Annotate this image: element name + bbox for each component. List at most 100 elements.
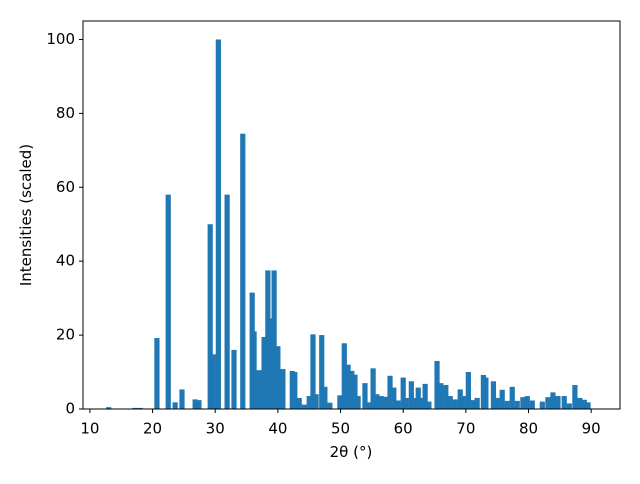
bar [504,400,510,409]
bar [408,381,414,409]
bar [319,335,325,409]
bar [561,396,567,409]
bar [362,383,368,409]
y-tick-label: 60 [56,178,75,196]
bar [132,407,138,409]
bar [137,407,143,409]
bar [367,402,373,409]
bar [179,389,185,409]
bar [261,336,267,409]
bar [275,346,281,409]
bar [494,397,500,409]
y-tick-label: 100 [46,30,75,48]
x-tick-label: 20 [143,420,162,438]
y-axis-label: Intensities (scaled) [17,144,35,286]
bar [106,407,112,409]
bar [415,387,421,409]
bar [581,399,587,409]
bar [483,377,489,409]
x-tick-label: 50 [331,420,350,438]
bar [545,397,551,409]
y-tick-label: 80 [56,104,75,122]
bar [292,372,298,409]
bar [585,402,591,409]
bar [301,404,307,409]
bar [465,372,471,409]
bar [196,400,202,409]
bar [352,374,358,409]
bar [374,394,380,409]
bar [572,384,578,409]
bar [391,387,397,409]
bar [341,343,347,409]
bar [271,270,277,409]
x-tick-label: 70 [456,420,475,438]
bar [499,389,505,409]
bar [256,370,262,409]
bar [400,377,406,409]
bar [550,392,556,409]
bar [327,402,333,409]
bar [337,395,343,409]
bar [296,397,302,409]
bar [577,397,583,409]
bar [443,384,449,409]
bar [566,403,572,409]
bar [224,194,230,409]
y-tick-label: 20 [56,326,75,344]
bar [192,399,198,409]
x-tick-label: 60 [394,420,413,438]
x-tick-label: 10 [80,420,99,438]
bar [355,396,361,409]
bar [509,386,515,409]
bar [529,400,535,409]
bar [280,369,286,409]
y-tick-label: 40 [56,252,75,270]
bar [524,396,530,409]
bar [539,401,545,409]
bar [154,338,160,409]
bar [378,396,384,409]
y-tick-label: 0 [65,400,75,418]
bar [268,318,274,409]
plot-frame [82,20,621,410]
x-axis-label: 2θ (°) [330,443,373,461]
x-tick-label: 80 [519,420,538,438]
bar [231,349,237,409]
bar [474,397,480,409]
bar [422,383,428,409]
bar [306,396,312,409]
bar [172,402,178,409]
bar [349,370,355,409]
bar [382,396,388,409]
bar [240,133,246,409]
bar [418,397,424,409]
bar [345,364,351,409]
bar [313,394,319,409]
bar [395,400,401,409]
bar [207,224,213,409]
bar [457,389,463,409]
bar [210,354,216,409]
bar [265,270,271,409]
bar [403,397,409,409]
x-tick-label: 90 [582,420,601,438]
bar [370,368,376,409]
x-tick-label: 30 [206,420,225,438]
bar [520,397,526,409]
bar [514,400,520,409]
bar [165,194,171,409]
bar [310,334,316,409]
bar [490,381,497,409]
bar [434,360,440,409]
x-tick-label: 40 [268,420,287,438]
bar [460,396,466,409]
bar [251,331,257,409]
bar [411,397,417,409]
bar [215,39,221,409]
bar [438,383,444,409]
bar [426,401,432,409]
bar [470,400,476,409]
bar [322,386,328,409]
